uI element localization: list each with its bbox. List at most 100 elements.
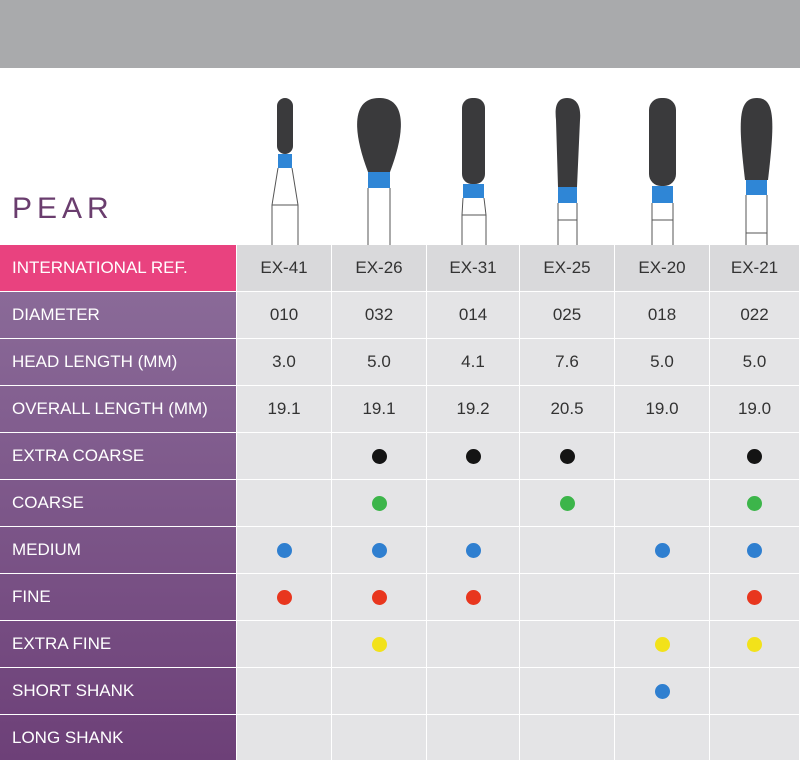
- dot: [747, 542, 762, 558]
- dot-cell: [237, 480, 332, 527]
- value-cell: 4.1: [427, 339, 520, 386]
- row-label: HEAD LENGTH (MM): [0, 339, 237, 386]
- dot-cell: [710, 527, 800, 574]
- value-cell: 19.1: [237, 386, 332, 433]
- value-cell: 5.0: [615, 339, 710, 386]
- row-label: MEDIUM: [0, 527, 237, 574]
- dot-cell: [237, 433, 332, 480]
- top-bar: [0, 0, 800, 68]
- dot-cell: [520, 433, 615, 480]
- value-cell: 19.2: [427, 386, 520, 433]
- row-label: FINE: [0, 574, 237, 621]
- header-cell: EX-21: [710, 245, 800, 292]
- value-cell: 022: [710, 292, 800, 339]
- header-cell: EX-20: [615, 245, 710, 292]
- dot-cell: [615, 668, 710, 715]
- dot: [371, 589, 387, 605]
- dot-cell: [332, 527, 427, 574]
- value-cell: 19.1: [332, 386, 427, 433]
- dot: [465, 448, 481, 464]
- value-cell: 19.0: [615, 386, 710, 433]
- dot-cell: [710, 668, 800, 715]
- dot: [747, 495, 762, 511]
- dot-cell: [332, 574, 427, 621]
- dot: [371, 495, 387, 511]
- dot-cell: [615, 527, 710, 574]
- dot: [276, 589, 292, 605]
- dot-cell: [710, 574, 800, 621]
- dot: [559, 448, 575, 464]
- dot: [654, 542, 670, 558]
- dot: [654, 636, 670, 652]
- dot-cell: [520, 621, 615, 668]
- dot: [276, 542, 292, 558]
- dot: [371, 448, 387, 464]
- dot-cell: [710, 433, 800, 480]
- value-cell: 20.5: [520, 386, 615, 433]
- dot-cell: [427, 668, 520, 715]
- dot-cell: [615, 574, 710, 621]
- value-cell: 19.0: [710, 386, 800, 433]
- dot-cell: [427, 621, 520, 668]
- dot-cell: [237, 574, 332, 621]
- dot: [654, 683, 670, 699]
- dot-cell: [427, 433, 520, 480]
- row-label: OVERALL LENGTH (MM): [0, 386, 237, 433]
- dot-cell: [237, 621, 332, 668]
- dot-cell: [427, 574, 520, 621]
- row-label: DIAMETER: [0, 292, 237, 339]
- header-cell: EX-41: [237, 245, 332, 292]
- row-label: EXTRA FINE: [0, 621, 237, 668]
- value-cell: 018: [615, 292, 710, 339]
- value-cell: 010: [237, 292, 332, 339]
- dot: [747, 589, 762, 605]
- row-label: COARSE: [0, 480, 237, 527]
- dot-cell: [520, 574, 615, 621]
- dot-cell: [332, 668, 427, 715]
- header-cell: EX-31: [427, 245, 520, 292]
- dot: [747, 636, 762, 652]
- dot: [747, 448, 762, 464]
- value-cell: 014: [427, 292, 520, 339]
- dot-cell: [427, 715, 520, 760]
- dot-cell: [615, 433, 710, 480]
- value-cell: 025: [520, 292, 615, 339]
- dot: [465, 542, 481, 558]
- dot-cell: [427, 480, 520, 527]
- dot-cell: [332, 715, 427, 760]
- dot-cell: [237, 527, 332, 574]
- dot-cell: [332, 621, 427, 668]
- header-cell: EX-25: [520, 245, 615, 292]
- dot-cell: [615, 715, 710, 760]
- dot-cell: [520, 527, 615, 574]
- dot-cell: [332, 480, 427, 527]
- dot-cell: [332, 433, 427, 480]
- value-cell: 032: [332, 292, 427, 339]
- row-label: LONG SHANK: [0, 715, 237, 760]
- dot-cell: [520, 480, 615, 527]
- dot-cell: [520, 715, 615, 760]
- dot: [465, 589, 481, 605]
- header-label: INTERNATIONAL REF.: [0, 245, 237, 292]
- dot: [559, 495, 575, 511]
- dot-cell: [710, 621, 800, 668]
- dot-cell: [520, 668, 615, 715]
- dot: [371, 542, 387, 558]
- dot-cell: [237, 715, 332, 760]
- value-cell: 5.0: [710, 339, 800, 386]
- dot-cell: [615, 480, 710, 527]
- row-label: EXTRA COARSE: [0, 433, 237, 480]
- dot-cell: [237, 668, 332, 715]
- bur-illustrations: [271, 98, 773, 245]
- dot-cell: [710, 480, 800, 527]
- row-label: SHORT SHANK: [0, 668, 237, 715]
- dot-cell: [710, 715, 800, 760]
- title: PEAR: [12, 192, 114, 225]
- dot-cell: [615, 621, 710, 668]
- value-cell: 5.0: [332, 339, 427, 386]
- value-cell: 3.0: [237, 339, 332, 386]
- value-cell: 7.6: [520, 339, 615, 386]
- dot-cell: [427, 527, 520, 574]
- dot: [371, 636, 387, 652]
